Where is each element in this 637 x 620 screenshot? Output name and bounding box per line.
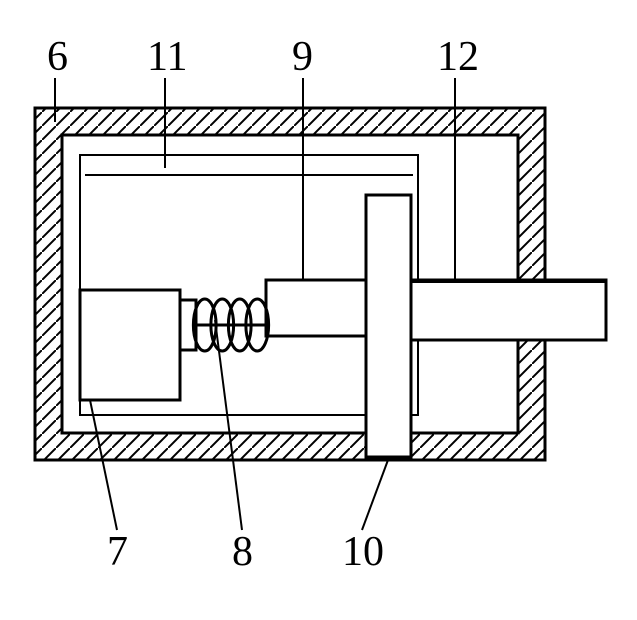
block-7 bbox=[80, 290, 180, 400]
label-6: 6 bbox=[47, 34, 68, 80]
label-11: 11 bbox=[147, 34, 187, 80]
label-12: 12 bbox=[437, 34, 479, 80]
diagram-root: 6 11 9 12 7 8 10 bbox=[0, 0, 637, 620]
shaft-12 bbox=[411, 280, 606, 340]
label-10: 10 bbox=[342, 529, 384, 575]
plate-10 bbox=[366, 195, 411, 457]
rod-9 bbox=[266, 280, 366, 336]
label-8: 8 bbox=[232, 529, 253, 575]
label-7: 7 bbox=[107, 529, 128, 575]
label-9: 9 bbox=[292, 34, 313, 80]
